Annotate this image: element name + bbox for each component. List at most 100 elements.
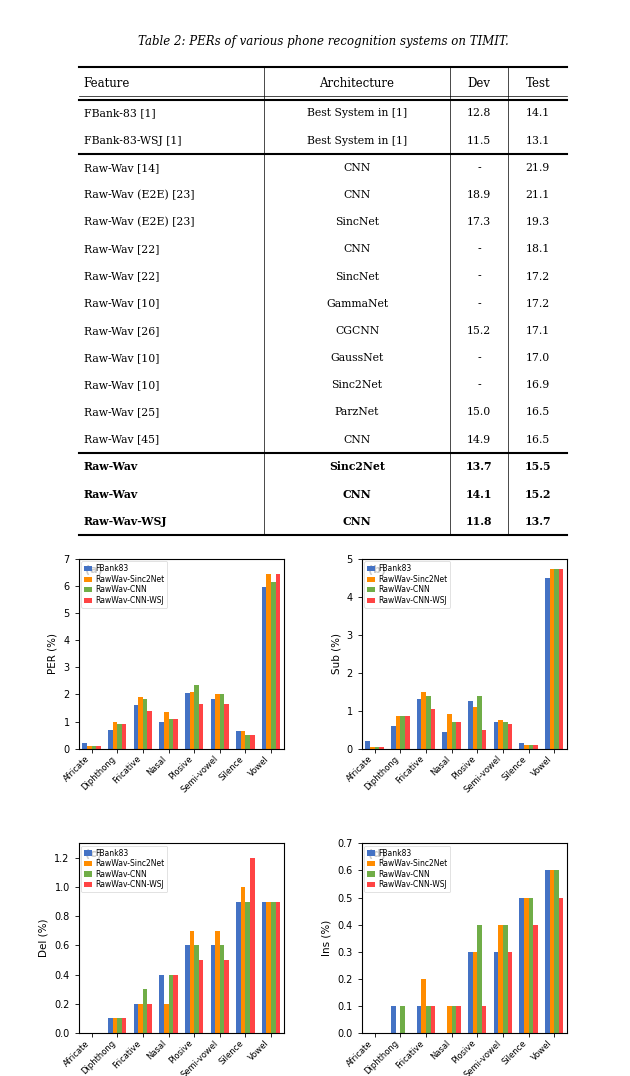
Bar <box>134 1004 138 1033</box>
Bar <box>524 897 529 1033</box>
Text: CNN: CNN <box>343 162 370 173</box>
Bar <box>220 694 224 749</box>
Bar <box>478 924 482 1033</box>
Bar <box>447 1006 452 1033</box>
Text: SincNet: SincNet <box>335 271 379 282</box>
Text: 13.7: 13.7 <box>466 462 493 472</box>
Bar <box>400 1006 405 1033</box>
Bar <box>194 946 198 1033</box>
Bar <box>549 870 554 1033</box>
Text: Raw-Wav: Raw-Wav <box>84 489 138 499</box>
Bar <box>271 582 276 749</box>
Text: Raw-Wav [10]: Raw-Wav [10] <box>84 353 159 363</box>
Bar <box>190 692 194 749</box>
Text: Best System in [1]: Best System in [1] <box>307 136 407 145</box>
Bar <box>549 568 554 749</box>
Text: 18.1: 18.1 <box>525 244 550 254</box>
Legend: FBank83, RawWav-Sinc2Net, RawWav-CNN, RawWav-CNN-WSJ: FBank83, RawWav-Sinc2Net, RawWav-CNN, Ra… <box>81 846 167 892</box>
Bar <box>143 698 147 749</box>
Bar <box>266 574 271 749</box>
Text: Raw-Wav (E2E) [23]: Raw-Wav (E2E) [23] <box>84 217 194 227</box>
Bar <box>262 587 266 749</box>
Bar <box>236 731 241 749</box>
Text: -: - <box>478 244 481 254</box>
Y-axis label: Ins (%): Ins (%) <box>322 920 332 957</box>
Text: 17.2: 17.2 <box>525 299 550 309</box>
Bar <box>113 722 117 749</box>
Text: 14.1: 14.1 <box>525 109 550 118</box>
Text: 17.3: 17.3 <box>467 217 491 227</box>
Bar <box>426 1006 430 1033</box>
Bar <box>391 726 396 749</box>
Bar <box>168 719 173 749</box>
Bar <box>519 897 524 1033</box>
Bar <box>173 975 178 1033</box>
Bar <box>241 887 246 1033</box>
Bar <box>498 720 503 749</box>
Text: 11.8: 11.8 <box>466 515 493 527</box>
Text: ParzNet: ParzNet <box>335 408 379 417</box>
Y-axis label: Sub (%): Sub (%) <box>331 634 341 675</box>
Bar <box>559 568 563 749</box>
Bar <box>224 960 229 1033</box>
Bar <box>379 747 384 749</box>
Bar <box>456 1006 461 1033</box>
Bar <box>276 902 280 1033</box>
Bar <box>266 902 271 1033</box>
Text: 14.9: 14.9 <box>467 435 491 444</box>
Bar <box>472 707 478 749</box>
Bar <box>210 946 215 1033</box>
Bar <box>147 1004 152 1033</box>
Bar <box>164 1004 168 1033</box>
Text: (b): (b) <box>368 565 386 575</box>
Text: 12.8: 12.8 <box>467 109 491 118</box>
Bar <box>96 746 101 749</box>
Text: 17.2: 17.2 <box>525 271 550 282</box>
Bar <box>271 902 276 1033</box>
Bar <box>533 745 538 749</box>
Bar <box>545 578 549 749</box>
Text: 15.0: 15.0 <box>467 408 491 417</box>
Text: Raw-Wav [10]: Raw-Wav [10] <box>84 380 159 391</box>
Y-axis label: PER (%): PER (%) <box>48 634 58 675</box>
Bar <box>559 897 563 1033</box>
Bar <box>108 1018 113 1033</box>
Bar <box>396 717 400 749</box>
Text: Sinc2Net: Sinc2Net <box>331 380 382 391</box>
Bar <box>456 722 461 749</box>
Bar <box>375 747 379 749</box>
Text: Raw-Wav [14]: Raw-Wav [14] <box>84 162 159 173</box>
Bar <box>452 722 456 749</box>
Legend: FBank83, RawWav-Sinc2Net, RawWav-CNN, RawWav-CNN-WSJ: FBank83, RawWav-Sinc2Net, RawWav-CNN, Ra… <box>81 562 167 608</box>
Bar <box>545 870 549 1033</box>
Bar <box>185 946 190 1033</box>
Text: 16.5: 16.5 <box>525 408 550 417</box>
Bar <box>533 924 538 1033</box>
Text: Raw-Wav [45]: Raw-Wav [45] <box>84 435 159 444</box>
Y-axis label: Del (%): Del (%) <box>39 919 49 958</box>
Text: CNN: CNN <box>343 435 370 444</box>
Text: Dev: Dev <box>467 76 491 90</box>
Bar <box>122 724 127 749</box>
Bar <box>138 1004 143 1033</box>
Text: CNN: CNN <box>343 515 372 527</box>
Bar <box>416 699 421 749</box>
Bar <box>224 704 229 749</box>
Text: Table 2: PERs of various phone recognition systems on TIMIT.: Table 2: PERs of various phone recogniti… <box>137 34 508 47</box>
Text: Raw-Wav (E2E) [23]: Raw-Wav (E2E) [23] <box>84 189 194 200</box>
Bar <box>452 1006 456 1033</box>
Text: Raw-Wav [22]: Raw-Wav [22] <box>84 244 159 254</box>
Bar <box>498 924 503 1033</box>
Bar <box>503 722 508 749</box>
Bar <box>147 710 152 749</box>
Bar <box>524 745 529 749</box>
Bar <box>554 568 559 749</box>
Bar <box>478 695 482 749</box>
Text: FBank-83 [1]: FBank-83 [1] <box>84 109 155 118</box>
Bar <box>215 931 220 1033</box>
Legend: FBank83, RawWav-Sinc2Net, RawWav-CNN, RawWav-CNN-WSJ: FBank83, RawWav-Sinc2Net, RawWav-CNN, Ra… <box>364 562 450 608</box>
Text: CNN: CNN <box>343 244 370 254</box>
Bar <box>173 719 178 749</box>
Bar <box>159 722 164 749</box>
Bar <box>468 702 472 749</box>
